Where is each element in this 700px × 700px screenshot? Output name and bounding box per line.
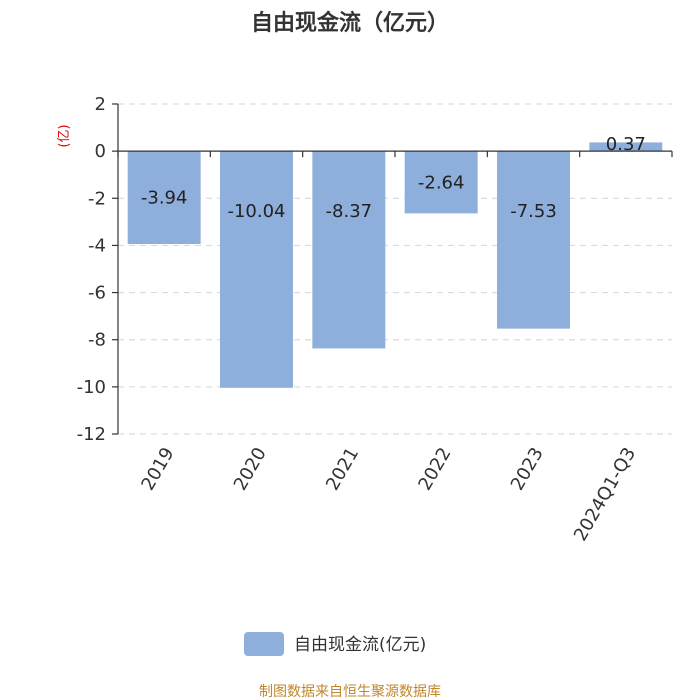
legend-swatch[interactable]: [244, 632, 284, 656]
y-axis-unit: (亿): [57, 124, 72, 147]
bar[interactable]: [404, 151, 478, 214]
y-tick-label: -8: [88, 330, 106, 351]
x-tick-label: 2019: [137, 444, 178, 494]
bar[interactable]: [589, 142, 663, 152]
data-label: -8.37: [326, 201, 373, 222]
y-tick-label: -2: [88, 188, 106, 209]
data-label: 0.37: [606, 134, 646, 155]
y-tick-label: 2: [95, 94, 106, 115]
x-tick-label: 2021: [322, 444, 363, 494]
grid-lines: [118, 103, 672, 435]
data-labels: -3.94 -10.04 -8.37 -2.64 -7.53 0.37: [141, 134, 646, 222]
bar[interactable]: [127, 151, 201, 245]
x-tick-label: 2023: [507, 444, 548, 494]
y-tick-label: -4: [88, 235, 106, 256]
data-label: -2.64: [418, 172, 465, 193]
y-tick-label: -6: [88, 283, 106, 304]
data-label: -7.53: [510, 201, 557, 222]
data-label: -3.94: [141, 188, 188, 209]
x-tick-label: 2022: [414, 444, 455, 494]
x-tick-label: 2024Q1-Q3: [570, 444, 640, 545]
chart-title: 自由现金流（亿元）: [251, 10, 449, 36]
bar[interactable]: [220, 151, 293, 388]
legend-label[interactable]: 自由现金流(亿元): [294, 635, 426, 655]
source-note: 制图数据来自恒生聚源数据库: [259, 684, 441, 700]
y-tick-label: 0: [95, 141, 106, 162]
legend[interactable]: 自由现金流(亿元): [244, 632, 426, 656]
y-tick-label: -10: [77, 377, 106, 398]
y-tick-label: -12: [77, 424, 106, 445]
data-label: -10.04: [227, 201, 285, 222]
bar[interactable]: [497, 151, 570, 329]
bar[interactable]: [312, 151, 386, 349]
x-tick-label: 2020: [230, 444, 271, 494]
bars: [127, 142, 663, 388]
